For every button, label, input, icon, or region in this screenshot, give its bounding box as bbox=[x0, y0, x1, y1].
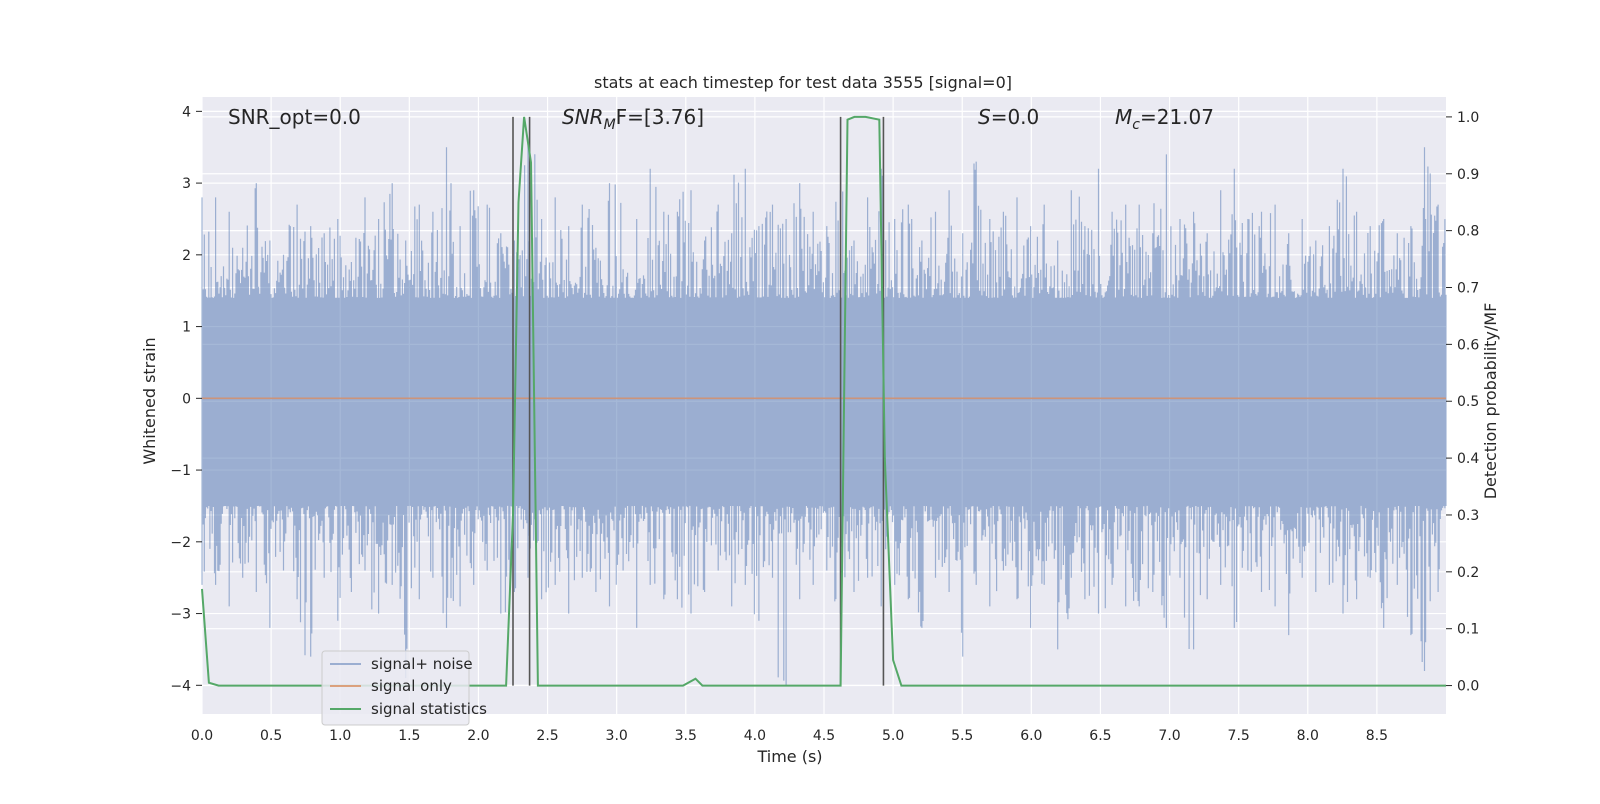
legend-label-statistics: signal statistics bbox=[371, 700, 487, 718]
s-label: S bbox=[978, 105, 991, 129]
snr-mf-sub: M bbox=[604, 117, 616, 133]
s-value: =0.0 bbox=[991, 105, 1040, 129]
y-axis-label-right: Detection probability/MF bbox=[1481, 303, 1500, 500]
x-tick-label: 4.0 bbox=[744, 728, 766, 744]
annotation-snr-mf: SNRMF=[3.76] bbox=[562, 105, 704, 133]
signal-noise-trace bbox=[201, 140, 1447, 686]
axis-ticks: 0.0 0.5 1.0 1.5 2.0 2.5 3.0 3.5 4.0 4.5 5.0 5.5 6.0 6… bbox=[170, 104, 1479, 744]
x-tick-label: 3.5 bbox=[675, 728, 697, 744]
legend-box bbox=[321, 650, 470, 726]
y-tick-label-right: 0.7 bbox=[1457, 281, 1479, 297]
mc-sub: c bbox=[1132, 117, 1140, 133]
annotation-mc: Mc=21.07 bbox=[1115, 105, 1214, 133]
y-axis-label-left: Whitened strain bbox=[140, 337, 159, 464]
y-tick-label-right: 0.0 bbox=[1457, 679, 1479, 695]
x-tick-label: 7.0 bbox=[1158, 728, 1180, 744]
annotation-snr-opt: SNR_opt=0.0 bbox=[228, 105, 361, 129]
y-tick-label-left: 3 bbox=[182, 176, 191, 192]
legend-label-signal-only: signal only bbox=[371, 677, 452, 695]
legend-label-signal-noise: signal+ noise bbox=[371, 655, 473, 673]
x-tick-label: 3.0 bbox=[606, 728, 628, 744]
x-tick-label: 2.5 bbox=[536, 728, 558, 744]
y-tick-label-right: 0.1 bbox=[1457, 622, 1479, 638]
y-tick-label-left: 4 bbox=[182, 104, 191, 120]
x-tick-label: 6.0 bbox=[1020, 728, 1042, 744]
mc-base: M bbox=[1115, 105, 1132, 129]
y-tick-label-right: 0.2 bbox=[1457, 565, 1479, 581]
annotation-s: S=0.0 bbox=[978, 105, 1039, 129]
x-tick-label: 2.0 bbox=[467, 728, 489, 744]
x-tick-label: 6.5 bbox=[1089, 728, 1111, 744]
x-tick-label: 5.0 bbox=[882, 728, 904, 744]
x-tick-label: 0.0 bbox=[191, 728, 213, 744]
legend: signal+ noise signal only signal statist… bbox=[321, 650, 487, 726]
y-tick-label-right: 0.3 bbox=[1457, 508, 1479, 524]
y-tick-label-right: 1.0 bbox=[1457, 110, 1479, 126]
x-tick-label: 0.5 bbox=[260, 728, 282, 744]
x-tick-label: 5.5 bbox=[951, 728, 973, 744]
snr-mf-base: SNR bbox=[562, 105, 604, 129]
y-tick-label-left: −3 bbox=[170, 607, 191, 623]
x-tick-label: 1.0 bbox=[329, 728, 351, 744]
y-tick-label-right: 0.4 bbox=[1457, 451, 1479, 467]
y-tick-label-right: 0.9 bbox=[1457, 167, 1479, 183]
x-tick-label: 7.5 bbox=[1228, 728, 1250, 744]
marker-lines bbox=[512, 116, 885, 686]
x-tick-label: 8.5 bbox=[1366, 728, 1388, 744]
x-axis-label: Time (s) bbox=[756, 747, 822, 766]
y-tick-label-left: 2 bbox=[182, 248, 191, 264]
y-tick-label-left: −2 bbox=[170, 535, 191, 551]
y-tick-label-left: −4 bbox=[170, 678, 191, 694]
snr-mf-rest: F=[3.76] bbox=[616, 105, 704, 129]
x-tick-label: 8.0 bbox=[1297, 728, 1319, 744]
y-tick-label-right: 0.6 bbox=[1457, 337, 1479, 353]
signal-noise-series bbox=[201, 140, 1447, 686]
y-tick-label-left: 1 bbox=[182, 320, 191, 336]
x-tick-label: 1.5 bbox=[398, 728, 420, 744]
y-tick-label-right: 0.8 bbox=[1457, 224, 1479, 240]
x-tick-label: 4.5 bbox=[813, 728, 835, 744]
mc-value: =21.07 bbox=[1140, 105, 1214, 129]
y-tick-label-left: 0 bbox=[182, 391, 191, 407]
y-tick-label-left: −1 bbox=[170, 463, 191, 479]
y-tick-label-right: 0.5 bbox=[1457, 394, 1479, 410]
chart-title: stats at each timestep for test data 355… bbox=[594, 73, 1012, 92]
